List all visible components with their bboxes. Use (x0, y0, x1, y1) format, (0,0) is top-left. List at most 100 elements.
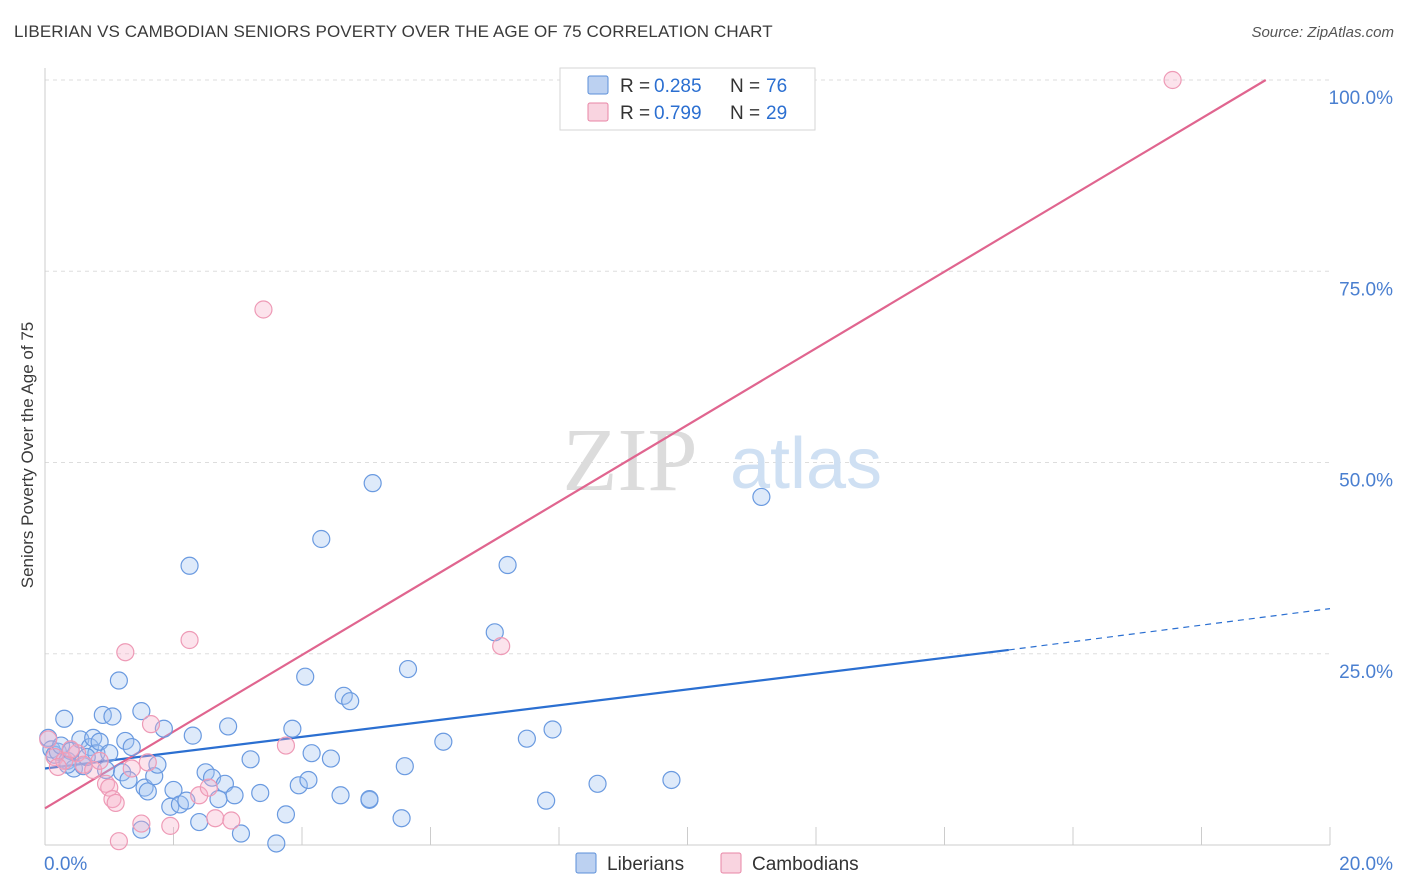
trend-line-liberians (44, 648, 1009, 770)
point-cambodians (161, 816, 180, 835)
point-liberians (190, 812, 209, 832)
stats-n-value-liberians: 76 (766, 76, 787, 97)
point-cambodians (90, 751, 109, 770)
point-liberians (302, 744, 321, 763)
point-liberians (312, 529, 331, 549)
stats-r-value-cambodians: 0.799 (654, 103, 702, 124)
watermark-atlas: atlas (730, 424, 882, 504)
point-liberians (321, 749, 341, 768)
y-tick-label: 100.0% (1329, 88, 1394, 109)
point-liberians (296, 667, 315, 686)
stats-swatch-liberians (587, 75, 609, 95)
point-liberians (299, 770, 318, 790)
point-liberians (289, 776, 308, 795)
point-cambodians (61, 740, 80, 759)
stats-n-label-cambodians: N = (730, 103, 760, 124)
legend-label-cambodians: Cambodians (752, 854, 859, 875)
trend-line-cambodians (44, 79, 1267, 810)
stats-swatch-cambodians (587, 102, 609, 122)
trend-lines (44, 79, 1331, 810)
tick-labels: 25.0% 50.0% 75.0% 100.0% 0.0% 20.0% (44, 88, 1393, 875)
point-cambodians (84, 760, 103, 780)
point-liberians (398, 659, 418, 679)
point-liberians (517, 729, 536, 748)
point-cambodians (1163, 70, 1182, 90)
stats-r-label-liberians: R = (620, 76, 650, 97)
watermark: ZIP atlas (563, 411, 883, 510)
point-cambodians (122, 759, 141, 778)
point-liberians (363, 474, 382, 493)
point-liberians (55, 709, 74, 728)
point-cambodians (190, 786, 209, 805)
legend-swatch-cambodians (720, 852, 742, 874)
series-legend: Liberians Cambodians (575, 852, 859, 875)
point-liberians (341, 692, 360, 711)
point-cambodians (276, 736, 296, 755)
point-liberians (100, 744, 119, 763)
stats-n-value-cambodians: 29 (766, 103, 787, 124)
point-liberians (183, 726, 202, 745)
gridlines (45, 79, 1330, 655)
chart-title: LIBERIAN VS CAMBODIAN SENIORS POVERTY OV… (14, 22, 773, 41)
point-cambodians (100, 778, 119, 797)
point-liberians (543, 720, 562, 739)
point-cambodians (48, 757, 67, 777)
point-liberians (251, 783, 270, 803)
legend-label-liberians: Liberians (607, 854, 684, 875)
stats-n-label-liberians: N = (730, 76, 760, 97)
stats-r-value-liberians: 0.285 (654, 76, 702, 97)
point-liberians (537, 791, 556, 810)
point-cambodians (45, 747, 64, 767)
point-cambodians (222, 811, 241, 830)
source-attribution: Source: ZipAtlas.com (1251, 24, 1394, 41)
y-tick-label: 50.0% (1339, 471, 1393, 492)
point-cambodians (254, 300, 273, 319)
x-tick-label: 20.0% (1339, 854, 1393, 875)
stats-legend: R = 0.285 N = 76 R = 0.799 N = 29 (559, 67, 816, 131)
point-cambodians (206, 809, 225, 828)
point-cambodians (116, 643, 135, 662)
point-liberians (132, 820, 151, 839)
point-liberians (122, 737, 141, 757)
point-liberians (241, 750, 260, 769)
point-liberians (119, 770, 138, 790)
point-cambodians (109, 832, 128, 851)
point-cambodians (39, 730, 58, 749)
point-cambodians (180, 630, 199, 650)
data-points (39, 70, 1182, 853)
x-tick-label: 0.0% (44, 854, 87, 875)
point-liberians (138, 782, 157, 801)
point-liberians (498, 555, 517, 575)
point-cambodians (106, 793, 125, 813)
y-tick-label: 75.0% (1339, 279, 1393, 300)
point-liberians (752, 487, 771, 507)
trend-line-extension-liberians (1008, 608, 1331, 651)
point-cambodians (132, 814, 151, 833)
point-liberians (392, 809, 411, 828)
point-liberians (103, 707, 122, 726)
point-liberians (231, 824, 251, 843)
axes (44, 68, 1331, 846)
point-liberians (180, 556, 199, 575)
point-liberians (360, 789, 379, 809)
point-liberians (331, 786, 350, 805)
y-tick-label: 25.0% (1339, 662, 1393, 683)
point-cambodians (199, 778, 218, 797)
point-liberians (434, 732, 453, 751)
point-liberians (395, 757, 414, 776)
stats-r-label-cambodians: R = (620, 103, 650, 124)
point-cambodians (141, 715, 161, 734)
point-liberians (219, 717, 238, 736)
point-liberians (276, 805, 296, 824)
point-liberians (132, 702, 151, 721)
point-cambodians (492, 636, 511, 656)
point-liberians (662, 770, 681, 790)
point-liberians (225, 786, 244, 805)
legend-swatch-liberians (575, 852, 597, 874)
point-cambodians (138, 753, 157, 772)
point-liberians (283, 719, 302, 738)
point-liberians (588, 774, 607, 793)
point-liberians (267, 834, 286, 853)
point-liberians (109, 671, 128, 690)
